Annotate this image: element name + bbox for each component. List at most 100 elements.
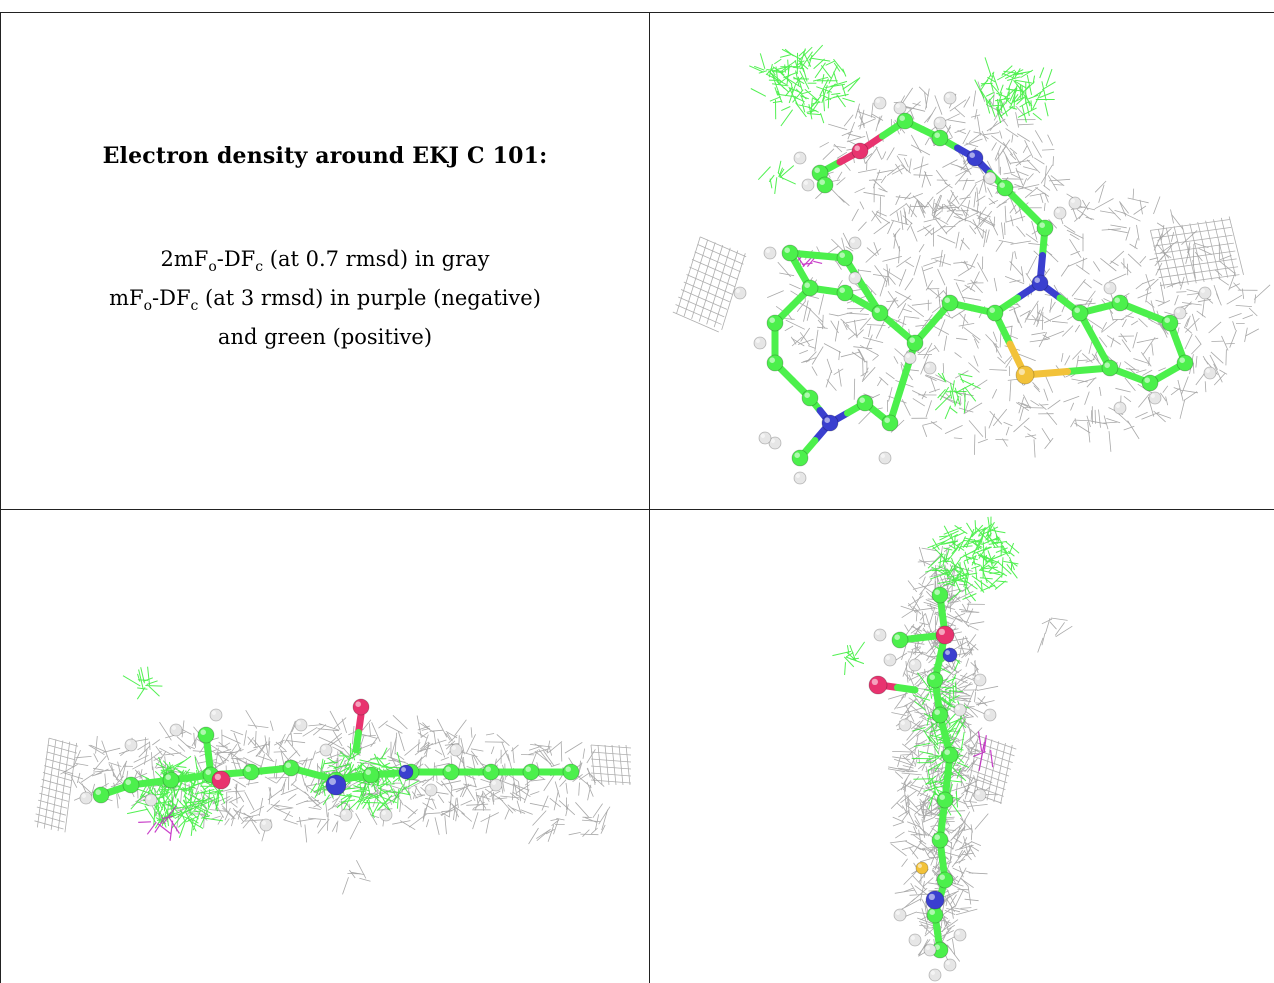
carbon-atom	[936, 871, 954, 889]
carbon-atom-highlight	[769, 357, 775, 364]
gray-density-mesh-left	[34, 737, 79, 833]
hydrogen-atom	[878, 451, 892, 465]
hydrogen-atom	[973, 673, 987, 687]
carbon-atom	[816, 176, 834, 194]
hydrogen-atom-highlight	[930, 970, 935, 975]
hydrogen-atom-highlight	[735, 288, 740, 293]
carbon-atom	[936, 791, 954, 809]
hydrogen-atom-highlight	[1055, 208, 1060, 213]
oxygen-atom-highlight	[854, 145, 860, 151]
carbon-atom	[482, 763, 500, 781]
carbon-atom	[926, 671, 944, 689]
hydrogen-atom-highlight	[925, 363, 930, 368]
hydrogen-atom	[953, 928, 967, 942]
hydrogen-atom-highlight	[126, 740, 131, 745]
carbon-atom-highlight	[934, 834, 940, 840]
purple-density-mesh	[973, 731, 994, 771]
carbon-atom	[801, 279, 819, 297]
hydrogen-atom-highlight	[261, 820, 266, 825]
oxygen-atom	[352, 698, 370, 716]
carbon-atom	[896, 112, 914, 130]
molecule-render-side	[34, 666, 632, 895]
hydrogen-atom	[169, 723, 183, 737]
hydrogen-atom-highlight	[1115, 403, 1120, 408]
hydrogen-atom	[943, 958, 957, 972]
hydrogen-atom-highlight	[1175, 308, 1180, 313]
carbon-atom	[941, 746, 959, 764]
carbon-atom	[891, 631, 909, 649]
hydrogen-atom-highlight	[910, 660, 915, 665]
oxygen-atom-highlight	[938, 628, 945, 635]
hydrogen-atom-highlight	[975, 790, 980, 795]
oxygen-atom	[211, 770, 231, 790]
hydrogen-atom	[1103, 281, 1117, 295]
hydrogen-atom	[449, 743, 463, 757]
hydrogen-atom	[1113, 401, 1127, 415]
hydrogen-atom-highlight	[1150, 393, 1155, 398]
hydrogen-atom-highlight	[1070, 198, 1075, 203]
hydrogen-atom-highlight	[975, 675, 980, 680]
hydrogen-atom-highlight	[905, 353, 910, 358]
hydrogen-atom	[953, 703, 967, 717]
sulfur-atom-highlight	[1018, 368, 1025, 375]
hydrogen-atom	[758, 431, 772, 445]
hydrogen-atom-highlight	[900, 720, 905, 725]
carbon-atom	[282, 759, 300, 777]
hydrogen-atom-highlight	[426, 785, 431, 790]
carbon-atom-highlight	[929, 674, 935, 680]
carbon-atom-highlight	[485, 766, 492, 772]
carbon-atom	[1036, 219, 1054, 237]
hydrogen-atom	[1148, 391, 1162, 405]
carbon-atom	[871, 304, 889, 322]
hydrogen-atom	[319, 743, 333, 757]
carbon-atom	[122, 776, 140, 794]
nitrogen-atom	[925, 890, 945, 910]
carbon-atom	[362, 766, 380, 784]
hydrogen-atom-highlight	[211, 710, 216, 715]
green-density-mesh	[832, 641, 866, 676]
carbon-atom-highlight	[814, 167, 820, 173]
hydrogen-atom	[898, 718, 912, 732]
legend-text: 2mFo-DFc (at 0.7 rmsd) in gray mFo-DFc (…	[109, 244, 541, 353]
carbon-atom-highlight	[944, 749, 950, 755]
hydrogen-atom	[893, 908, 907, 922]
hydrogen-atom-highlight	[895, 103, 900, 108]
carbon-atom	[562, 763, 580, 781]
carbon-atom	[906, 334, 924, 352]
hydrogen-atom	[893, 101, 907, 115]
carbon-atom-highlight	[565, 766, 571, 772]
hydrogen-atom	[753, 336, 767, 350]
density-view-end	[650, 510, 1274, 983]
table-divider-vertical	[649, 12, 650, 983]
hydrogen-atom	[294, 718, 308, 732]
sulfur-atom-highlight	[917, 863, 922, 868]
hydrogen-atom	[79, 791, 93, 805]
hydrogen-atom-highlight	[81, 793, 86, 798]
hydrogen-atom	[848, 236, 862, 250]
carbon-atom	[931, 831, 949, 849]
nitrogen-atom	[966, 149, 984, 167]
hydrogen-atom-highlight	[875, 630, 880, 635]
hydrogen-atom-highlight	[880, 453, 885, 458]
sulfur-atom	[1015, 365, 1035, 385]
carbon-atom	[1176, 354, 1194, 372]
oxygen-atom-highlight	[214, 773, 222, 780]
carbon-atom-highlight	[899, 115, 905, 121]
carbon-atom	[931, 706, 949, 724]
hydrogen-atom	[259, 818, 273, 832]
hydrogen-atom	[873, 628, 887, 642]
green-density-mesh	[974, 57, 1056, 124]
gray-density-mesh-left	[672, 236, 747, 333]
hydrogen-atom	[983, 708, 997, 722]
hydrogen-atom	[943, 91, 957, 105]
hydrogen-atom-highlight	[341, 810, 346, 815]
bond	[894, 684, 919, 694]
density-view-side	[1, 510, 649, 983]
hydrogen-atom	[489, 778, 503, 792]
carbon-atom	[836, 249, 854, 267]
carbon-atom-highlight	[285, 762, 292, 768]
hydrogen-atom-highlight	[985, 710, 990, 715]
table-border-top	[0, 12, 1274, 13]
carbon-atom	[996, 179, 1014, 197]
carbon-atom-highlight	[934, 709, 940, 715]
